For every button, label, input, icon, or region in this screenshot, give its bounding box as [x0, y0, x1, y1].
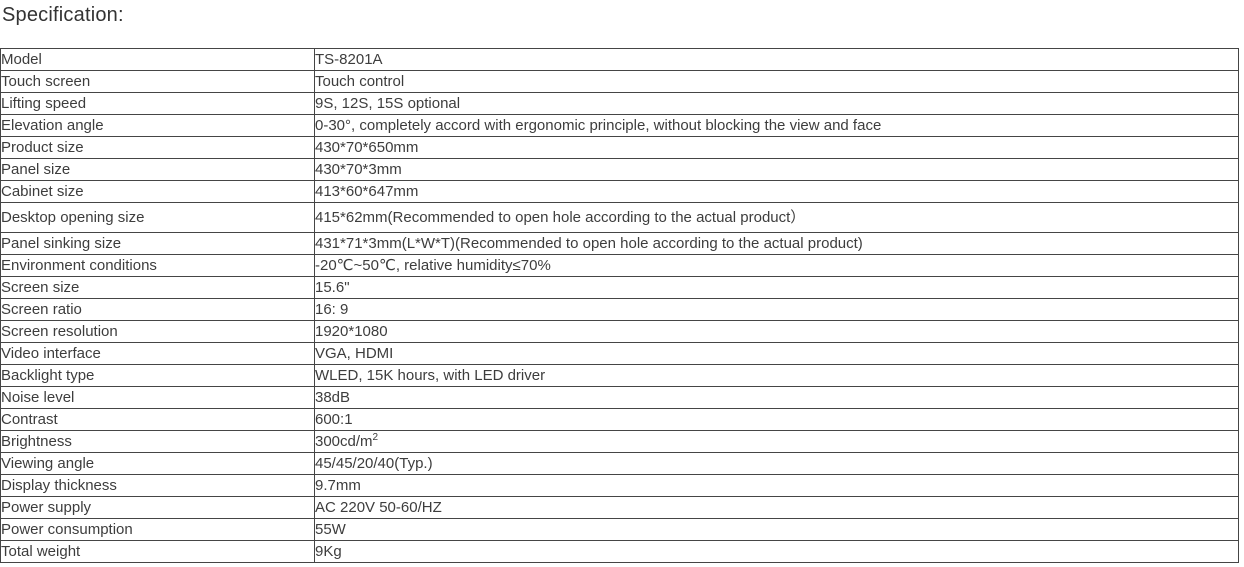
table-row: Screen resolution 1920*1080 [0, 320, 1239, 343]
spec-label: Lifting speed [0, 92, 315, 115]
spec-value: 38dB [314, 386, 1239, 409]
spec-label: Elevation angle [0, 114, 315, 137]
table-row: Contrast 600:1 [0, 408, 1239, 431]
spec-value: VGA, HDMI [314, 342, 1239, 365]
table-row: Desktop opening size 415*62mm(Recommended… [0, 202, 1239, 233]
spec-value: 9.7mm [314, 474, 1239, 497]
spec-label: Contrast [0, 408, 315, 431]
spec-value: 1920*1080 [314, 320, 1239, 343]
spec-label: Display thickness [0, 474, 315, 497]
table-row: Total weight 9Kg [0, 540, 1239, 563]
spec-label: Model [0, 48, 315, 71]
table-row: Screen size 15.6" [0, 276, 1239, 299]
spec-value-superscript: 2 [372, 431, 379, 443]
spec-value: 15.6" [314, 276, 1239, 299]
table-row: Viewing angle 45/45/20/40(Typ.) [0, 452, 1239, 475]
specification-table: Model TS-8201A Touch screen Touch control Li… [0, 48, 1239, 563]
spec-label: Video interface [0, 342, 315, 365]
spec-value: WLED, 15K hours, with LED driver [314, 364, 1239, 387]
table-row: Cabinet size 413*60*647mm [0, 180, 1239, 203]
spec-value: 45/45/20/40(Typ.) [314, 452, 1239, 475]
spec-value: 430*70*650mm [314, 136, 1239, 159]
spec-value: 415*62mm(Recommended to open hole accord… [314, 202, 1239, 233]
spec-label: Product size [0, 136, 315, 159]
table-row: Power consumption 55W [0, 518, 1239, 541]
spec-value: 431*71*3mm(L*W*T)(Recommended to open ho… [314, 232, 1239, 255]
page-title: Specification: [2, 4, 124, 26]
spec-value: 9Kg [314, 540, 1239, 563]
spec-label: Panel size [0, 158, 315, 181]
table-row: Panel size 430*70*3mm [0, 158, 1239, 181]
spec-value: TS-8201A [314, 48, 1239, 71]
table-row: Product size 430*70*650mm [0, 136, 1239, 159]
table-row: Display thickness 9.7mm [0, 474, 1239, 497]
spec-label: Noise level [0, 386, 315, 409]
table-row: Panel sinking size 431*71*3mm(L*W*T)(Reco… [0, 232, 1239, 255]
table-row: Noise level 38dB [0, 386, 1239, 409]
spec-value: 16: 9 [314, 298, 1239, 321]
spec-label: Cabinet size [0, 180, 315, 203]
spec-label: Panel sinking size [0, 232, 315, 255]
table-row: Lifting speed 9S, 12S, 15S optional [0, 92, 1239, 115]
spec-value: 430*70*3mm [314, 158, 1239, 181]
table-row: Power supply AC 220V 50-60/HZ [0, 496, 1239, 519]
spec-label: Touch screen [0, 70, 315, 93]
spec-label: Backlight type [0, 364, 315, 387]
spec-value: -20℃~50℃, relative humidity≤70% [314, 254, 1239, 277]
table-row: Backlight type WLED, 15K hours, with LED … [0, 364, 1239, 387]
table-row: Video interface VGA, HDMI [0, 342, 1239, 365]
table-row: Screen ratio 16: 9 [0, 298, 1239, 321]
spec-label: Viewing angle [0, 452, 315, 475]
table-row: Brightness 300cd/m2 [0, 430, 1239, 453]
spec-label: Total weight [0, 540, 315, 563]
spec-label: Screen size [0, 276, 315, 299]
spec-label: Environment conditions [0, 254, 315, 277]
spec-label: Screen resolution [0, 320, 315, 343]
spec-label: Power consumption [0, 518, 315, 541]
spec-label: Screen ratio [0, 298, 315, 321]
spec-label: Desktop opening size [0, 202, 315, 233]
spec-table-body: Model TS-8201A Touch screen Touch control Li… [0, 48, 1239, 563]
table-row: Model TS-8201A [0, 48, 1239, 71]
spec-value: Touch control [314, 70, 1239, 93]
spec-value: AC 220V 50-60/HZ [314, 496, 1239, 519]
spec-value: 9S, 12S, 15S optional [314, 92, 1239, 115]
spec-label: Power supply [0, 496, 315, 519]
spec-value: 55W [314, 518, 1239, 541]
spec-value: 600:1 [314, 408, 1239, 431]
spec-label: Brightness [0, 430, 315, 453]
table-row: Touch screen Touch control [0, 70, 1239, 93]
spec-value: 300cd/m2 [314, 430, 1239, 453]
table-row: Elevation angle 0-30°, completely accord … [0, 114, 1239, 137]
spec-value: 0-30°, completely accord with ergonomic … [314, 114, 1239, 137]
table-row: Environment conditions -20℃~50℃, relative… [0, 254, 1239, 277]
spec-value: 413*60*647mm [314, 180, 1239, 203]
